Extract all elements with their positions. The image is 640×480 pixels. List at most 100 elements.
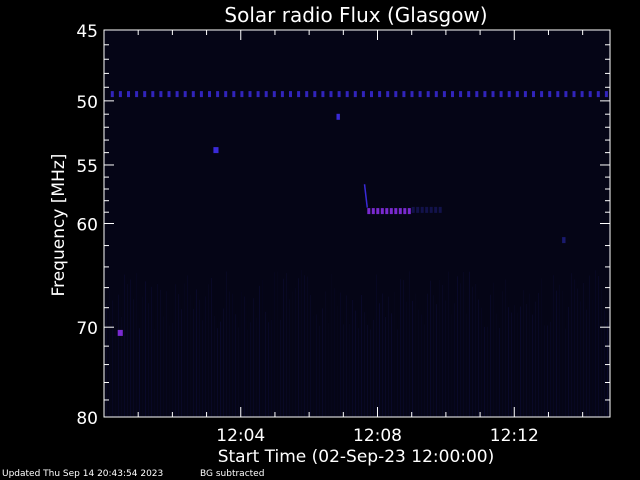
burst-segment xyxy=(394,208,398,215)
noise-stripe xyxy=(541,278,542,417)
noise-stripe xyxy=(406,301,407,417)
noise-stripe xyxy=(403,280,404,417)
noise-stripe xyxy=(562,291,563,417)
noise-stripe xyxy=(223,308,224,417)
noise-stripe xyxy=(409,271,410,417)
noise-stripe xyxy=(253,298,254,417)
noise-stripe xyxy=(145,281,146,417)
noise-stripe xyxy=(436,304,437,417)
burst-segment xyxy=(398,208,402,215)
noise-stripe xyxy=(172,323,173,417)
updated-timestamp: Updated Thu Sep 14 20:43:54 2023 xyxy=(2,469,164,479)
emission-spot xyxy=(562,237,566,244)
noise-stripe xyxy=(535,301,536,417)
noise-stripe xyxy=(607,322,608,417)
band-segment xyxy=(548,91,552,98)
burst-segment xyxy=(380,208,384,215)
noise-stripe xyxy=(577,288,578,417)
noise-stripe xyxy=(157,283,158,417)
burst-segment xyxy=(403,208,407,215)
band-segment xyxy=(208,91,211,98)
band-segment xyxy=(434,91,438,98)
noise-stripe xyxy=(568,306,569,417)
noise-stripe xyxy=(346,295,347,417)
noise-stripe xyxy=(547,325,548,417)
noise-stripe xyxy=(583,282,584,417)
noise-stripe xyxy=(220,321,221,417)
band-segment xyxy=(240,91,244,98)
x-tick-label: 12:04 xyxy=(216,426,265,446)
noise-stripe xyxy=(271,319,272,417)
band-segment xyxy=(572,91,576,98)
plot-area xyxy=(104,30,610,417)
noise-stripe xyxy=(205,296,206,417)
noise-stripe xyxy=(127,284,128,417)
noise-stripe xyxy=(226,271,227,417)
noise-stripe xyxy=(136,273,137,417)
band-segment xyxy=(580,91,584,98)
noise-stripe xyxy=(181,309,182,417)
band-segment xyxy=(159,91,163,98)
noise-stripe xyxy=(166,291,167,417)
band-segment xyxy=(183,91,187,98)
plot-background xyxy=(104,30,610,417)
band-segment xyxy=(297,91,301,98)
noise-stripe xyxy=(280,319,281,417)
noise-stripe xyxy=(151,286,152,417)
noise-stripe xyxy=(292,291,293,417)
noise-stripe xyxy=(124,274,125,417)
band-segment xyxy=(361,91,365,98)
band-segment xyxy=(442,91,446,98)
noise-stripe xyxy=(460,283,461,417)
noise-stripe xyxy=(487,326,488,417)
noise-stripe xyxy=(295,287,296,417)
noise-stripe xyxy=(388,296,389,417)
burst-segment xyxy=(371,208,375,215)
noise-stripe xyxy=(565,328,566,417)
band-segment xyxy=(175,91,179,98)
noise-stripe xyxy=(262,279,263,417)
band-segment xyxy=(313,91,317,98)
noise-stripe xyxy=(199,299,200,417)
burst-segment xyxy=(385,208,389,215)
noise-stripe xyxy=(244,296,245,417)
band-segment xyxy=(305,91,309,98)
noise-stripe xyxy=(169,325,170,417)
noise-stripe xyxy=(505,279,506,417)
noise-stripe xyxy=(391,313,392,417)
band-segment xyxy=(199,91,203,98)
band-segment xyxy=(426,91,430,98)
noise-stripe xyxy=(310,294,311,417)
noise-stripe xyxy=(445,300,446,417)
emission-features xyxy=(110,91,608,336)
noise-stripe xyxy=(601,288,602,417)
noise-stripe xyxy=(259,285,260,417)
band-segment xyxy=(167,91,171,98)
band-segment xyxy=(248,91,252,98)
noise-stripe xyxy=(556,290,557,417)
noise-stripe xyxy=(289,299,290,417)
x-axis-label: Start Time (02-Sep-23 12:00:00) xyxy=(218,447,495,467)
band-segment xyxy=(475,91,479,98)
burst-tail-segment xyxy=(429,206,433,213)
noise-stripe xyxy=(550,321,551,417)
burst-tail-segment xyxy=(420,206,424,213)
band-segment xyxy=(264,91,268,98)
band-segment xyxy=(232,91,236,98)
noise-stripe xyxy=(211,277,212,417)
noise-stripe xyxy=(463,271,464,417)
band-segment xyxy=(378,91,382,98)
noise-stripe xyxy=(478,299,479,417)
noise-stripe xyxy=(325,291,326,417)
band-segment xyxy=(523,91,527,98)
noise-stripe xyxy=(451,314,452,417)
noise-stripe xyxy=(421,314,422,417)
noise-stripe xyxy=(190,294,191,417)
noise-stripe xyxy=(412,300,413,417)
noise-stripe xyxy=(118,294,119,417)
noise-stripe xyxy=(106,303,107,417)
noise-stripe xyxy=(232,293,233,417)
noise-stripe xyxy=(175,284,176,417)
emission-spot xyxy=(213,147,219,154)
